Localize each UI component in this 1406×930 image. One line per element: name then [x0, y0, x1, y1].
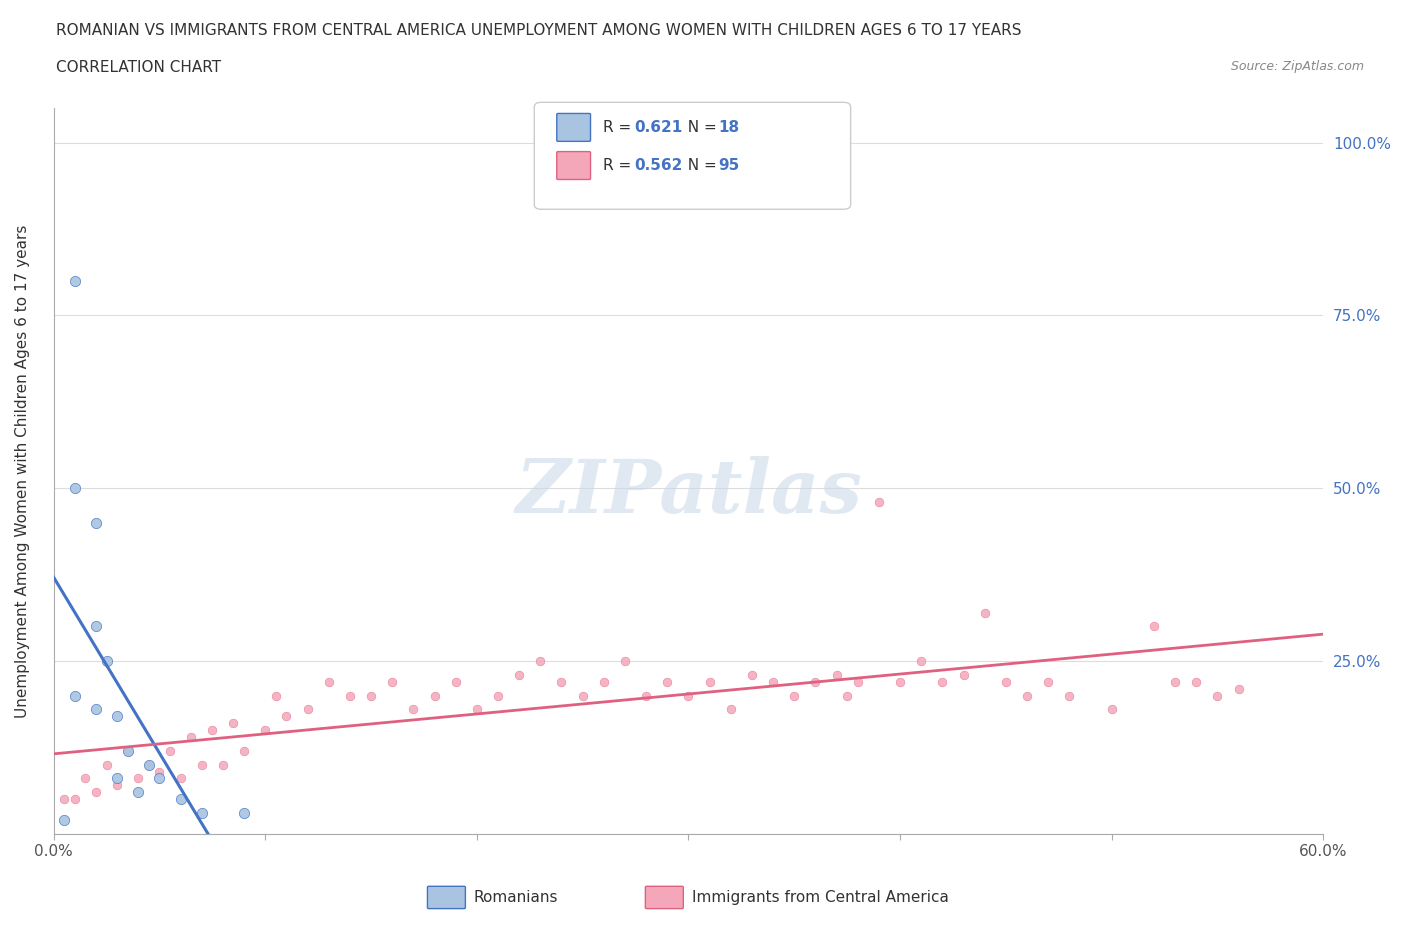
Point	[264, 688, 287, 703]
Point	[402, 702, 425, 717]
Point	[931, 674, 953, 689]
Point	[105, 709, 128, 724]
Point	[1038, 674, 1060, 689]
Text: Source: ZipAtlas.com: Source: ZipAtlas.com	[1230, 60, 1364, 73]
Point	[444, 674, 467, 689]
Point	[678, 688, 700, 703]
Point	[84, 515, 107, 530]
Point	[117, 743, 139, 758]
Point	[1015, 688, 1038, 703]
Point	[550, 674, 572, 689]
Point	[657, 674, 679, 689]
Text: 18: 18	[718, 120, 740, 135]
Point	[297, 702, 319, 717]
Point	[75, 771, 97, 786]
Point	[117, 743, 139, 758]
Point	[529, 654, 551, 669]
Point	[1185, 674, 1208, 689]
Point	[846, 674, 869, 689]
Point	[825, 668, 848, 683]
Point	[741, 668, 763, 683]
Point	[1206, 688, 1229, 703]
Point	[148, 764, 170, 779]
Point	[613, 654, 636, 669]
Point	[994, 674, 1017, 689]
Point	[952, 668, 974, 683]
Point	[190, 757, 212, 772]
Point	[53, 791, 76, 806]
Text: ROMANIAN VS IMMIGRANTS FROM CENTRAL AMERICA UNEMPLOYMENT AMONG WOMEN WITH CHILDR: ROMANIAN VS IMMIGRANTS FROM CENTRAL AMER…	[56, 23, 1022, 38]
Text: ZIPatlas: ZIPatlas	[515, 457, 862, 529]
Point	[910, 654, 932, 669]
Point	[699, 674, 721, 689]
Point	[868, 495, 890, 510]
Point	[804, 674, 827, 689]
Text: R =: R =	[603, 120, 637, 135]
Text: CORRELATION CHART: CORRELATION CHART	[56, 60, 221, 75]
Text: N =: N =	[678, 158, 721, 173]
Point	[201, 840, 224, 855]
Point	[169, 791, 191, 806]
Text: N =: N =	[678, 120, 721, 135]
Text: 95: 95	[718, 158, 740, 173]
Point	[1143, 619, 1166, 634]
Point	[571, 688, 593, 703]
Point	[508, 668, 530, 683]
Point	[105, 778, 128, 793]
Point	[381, 674, 404, 689]
Point	[201, 723, 224, 737]
Point	[973, 605, 995, 620]
Y-axis label: Unemployment Among Women with Children Ages 6 to 17 years: Unemployment Among Women with Children A…	[15, 224, 30, 718]
Point	[84, 785, 107, 800]
Text: Immigrants from Central America: Immigrants from Central America	[692, 890, 949, 905]
Point	[889, 674, 911, 689]
Point	[465, 702, 488, 717]
Point	[127, 785, 149, 800]
Point	[222, 716, 245, 731]
Point	[212, 757, 235, 772]
Point	[360, 688, 382, 703]
Point	[837, 688, 859, 703]
Point	[138, 757, 160, 772]
Text: 0.562: 0.562	[634, 158, 682, 173]
Point	[762, 674, 785, 689]
Point	[783, 688, 806, 703]
Point	[720, 702, 742, 717]
Point	[1164, 674, 1187, 689]
Point	[592, 674, 614, 689]
Point	[1059, 688, 1081, 703]
Point	[96, 757, 118, 772]
Point	[636, 688, 658, 703]
Text: R =: R =	[603, 158, 637, 173]
Point	[423, 688, 446, 703]
Point	[63, 688, 86, 703]
Text: Romanians: Romanians	[474, 890, 558, 905]
Point	[233, 743, 256, 758]
Point	[190, 805, 212, 820]
Point	[63, 481, 86, 496]
Point	[169, 771, 191, 786]
Point	[318, 674, 340, 689]
Point	[254, 723, 277, 737]
Point	[486, 688, 509, 703]
Text: 0.621: 0.621	[634, 120, 682, 135]
Point	[1101, 702, 1123, 717]
Point	[96, 654, 118, 669]
Point	[339, 688, 361, 703]
Point	[159, 743, 181, 758]
Point	[180, 729, 202, 744]
Point	[63, 273, 86, 288]
Point	[148, 771, 170, 786]
Point	[276, 709, 298, 724]
Point	[84, 619, 107, 634]
Point	[127, 771, 149, 786]
Point	[138, 757, 160, 772]
Point	[84, 702, 107, 717]
Point	[1227, 681, 1250, 696]
Point	[53, 813, 76, 828]
Point	[233, 805, 256, 820]
Point	[105, 771, 128, 786]
Point	[63, 791, 86, 806]
